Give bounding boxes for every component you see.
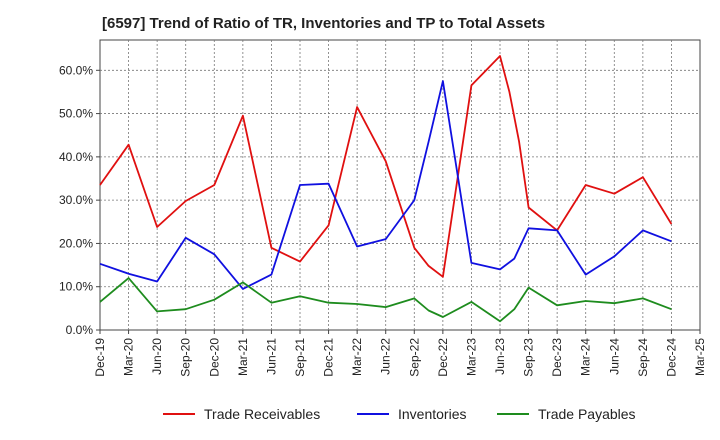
y-tick-label: 0.0%: [66, 323, 94, 337]
y-tick-label: 40.0%: [59, 150, 93, 164]
x-tick-label: Dec-20: [207, 338, 221, 377]
x-tick-label: Dec-19: [93, 338, 107, 377]
x-tick-label: Mar-23: [464, 338, 478, 376]
trade-payables-line: [99, 277, 672, 323]
inventories-line: [99, 80, 672, 290]
y-tick-label: 60.0%: [59, 63, 93, 77]
series-lines: [99, 55, 673, 323]
x-tick-label: Jun-21: [264, 338, 278, 375]
x-tick-label: Mar-21: [236, 338, 250, 376]
x-tick-label: Jun-22: [379, 338, 393, 375]
y-axis: 0.0% 10.0% 20.0% 30.0% 40.0% 50.0% 60.0%: [59, 63, 100, 337]
y-tick-label: 50.0%: [59, 107, 93, 121]
x-tick-label: Jun-23: [493, 338, 507, 375]
y-tick-label: 10.0%: [59, 280, 93, 294]
x-tick-label: Sep-22: [407, 338, 421, 377]
x-axis: Dec-19 Mar-20 Jun-20 Sep-20 Dec-20 Mar-21 Jun-…: [93, 330, 707, 377]
x-tick-label: Mar-25: [693, 338, 707, 376]
legend-label-trade-receivables: Trade Receivables: [204, 406, 320, 422]
x-tick-label: Jun-20: [150, 338, 164, 375]
x-tick-label: Dec-22: [436, 338, 450, 377]
x-tick-label: Mar-24: [579, 338, 593, 376]
x-tick-label: Dec-21: [322, 338, 336, 377]
y-tick-label: 30.0%: [59, 193, 93, 207]
x-tick-label: Jun-24: [607, 338, 621, 375]
grid-lines: [100, 40, 700, 330]
x-tick-label: Dec-24: [664, 338, 678, 377]
x-tick-label: Sep-20: [179, 338, 193, 377]
trade-receivables-line: [99, 55, 673, 278]
legend-label-trade-payables: Trade Payables: [538, 406, 636, 422]
chart-title: [6597] Trend of Ratio of TR, Inventories…: [102, 15, 546, 32]
x-tick-label: Sep-21: [293, 338, 307, 377]
y-tick-label: 20.0%: [59, 236, 93, 250]
x-tick-label: Dec-23: [550, 338, 564, 377]
x-tick-label: Sep-24: [636, 338, 650, 377]
x-tick-label: Mar-20: [122, 338, 136, 376]
x-tick-label: Sep-23: [522, 338, 536, 377]
legend: Trade Receivables Inventories Trade Payabl…: [163, 406, 636, 422]
legend-label-inventories: Inventories: [398, 406, 466, 422]
x-tick-label: Mar-22: [350, 338, 364, 376]
